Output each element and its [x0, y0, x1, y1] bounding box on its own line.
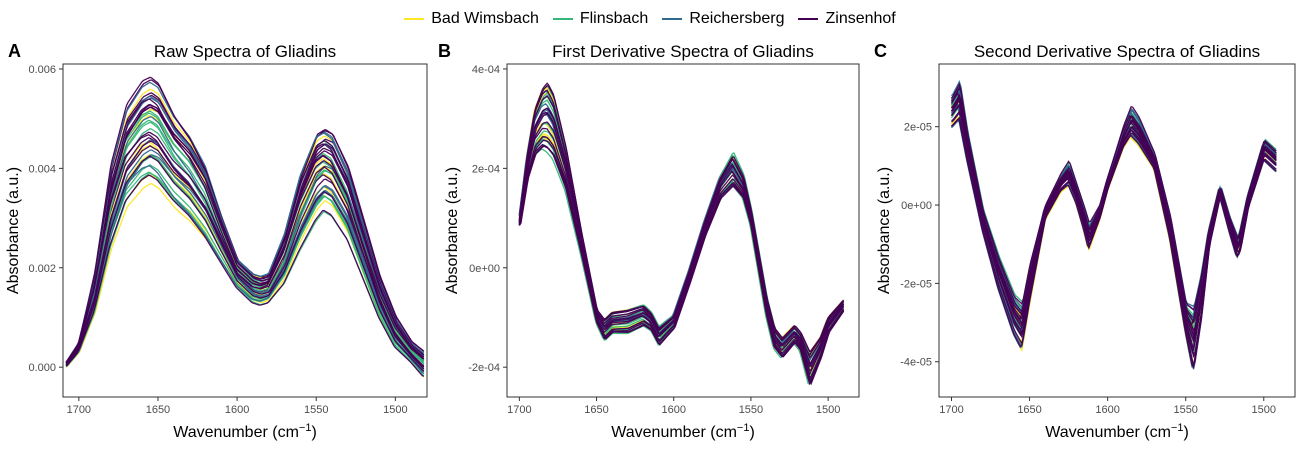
y-tick-label: -2e-05 — [900, 278, 932, 290]
series-lines — [65, 76, 425, 378]
x-tick-label: 1600 — [1095, 404, 1119, 416]
x-tick-label: 1500 — [1252, 404, 1276, 416]
series-line-zinsenhof — [950, 103, 1277, 349]
y-tick-label: 2e-04 — [472, 163, 500, 175]
series-line-zinsenhof — [518, 84, 845, 353]
y-axis-label: Absorbance (a.u.) — [444, 167, 461, 294]
series-line-flinsbach — [518, 86, 845, 353]
series-line-zinsenhof — [65, 79, 425, 364]
x-axis-label: Wavenumber (cm−1) — [611, 422, 755, 441]
x-axis-label: Wavenumber (cm−1) — [1045, 422, 1189, 441]
series-line-zinsenhof — [518, 94, 845, 359]
series-line-zinsenhof — [65, 174, 425, 377]
chart-title: Raw Spectra of Gliadins — [154, 42, 336, 61]
series-line-zinsenhof — [65, 155, 425, 373]
series-line-zinsenhof — [518, 145, 845, 384]
y-tick-label: -2e-04 — [468, 362, 500, 374]
series-line-reichersberg — [518, 102, 844, 363]
plot-frame — [62, 63, 428, 398]
y-tick-label: 2e-05 — [904, 122, 932, 134]
y-tick-label: 0.004 — [28, 163, 56, 175]
y-tick-label: 0.002 — [28, 263, 56, 275]
series-line-zinsenhof — [518, 107, 845, 365]
x-tick-label: 1550 — [1173, 404, 1197, 416]
legend-item: Reichersberg — [662, 10, 784, 28]
panel-label: B — [438, 41, 451, 61]
series-line-bad-wimsbach — [518, 85, 844, 354]
y-tick-label: -4e-05 — [900, 357, 932, 369]
series-line-zinsenhof — [518, 143, 845, 386]
series-line-zinsenhof — [951, 110, 1277, 356]
x-tick-label: 1650 — [1017, 404, 1041, 416]
y-tick-label: 0.006 — [28, 64, 56, 76]
x-tick-label: 1700 — [939, 404, 963, 416]
plot-frame — [506, 63, 860, 398]
series-line-reichersberg — [518, 90, 844, 356]
series-line-reichersberg — [65, 116, 425, 365]
series-line-flinsbach — [518, 92, 845, 357]
x-tick-label: 1550 — [304, 404, 328, 416]
series-line-zinsenhof — [65, 106, 425, 364]
x-axis-label: Wavenumber (cm−1) — [173, 422, 317, 441]
series-line-reichersberg — [65, 81, 425, 363]
series-line-zinsenhof — [951, 116, 1277, 369]
chart-panel-a: A Raw Spectra of Gliadins 1700 1650 1600 1550… — [5, 41, 428, 441]
series-lines — [518, 82, 845, 386]
panel-label: C — [874, 41, 887, 61]
legend-label: Reichersberg — [689, 10, 785, 27]
legend-label: Bad Wimsbach — [431, 10, 539, 27]
series-line-zinsenhof — [518, 127, 845, 376]
legend-key — [798, 18, 819, 20]
legend-item: Flinsbach — [552, 10, 649, 28]
series-line-reichersberg — [65, 149, 425, 370]
legend-item: Zinsenhof — [798, 10, 896, 28]
series-line-zinsenhof — [518, 89, 845, 357]
series-line-zinsenhof — [65, 134, 425, 367]
y-axis-label: Absorbance (a.u.) — [876, 167, 893, 294]
x-tick-label: 1600 — [661, 404, 685, 416]
y-tick-label: 0e+00 — [901, 200, 932, 212]
legend-label: Flinsbach — [579, 10, 649, 27]
y-axis-label: Absorbance (a.u.) — [5, 167, 22, 294]
series-line-bad-wimsbach — [951, 116, 1277, 369]
legend-key — [404, 18, 425, 20]
x-tick-label: 1700 — [507, 404, 531, 416]
plot-frame — [938, 63, 1296, 398]
legend-item: Bad Wimsbach — [404, 10, 539, 28]
panel-label: A — [8, 41, 21, 61]
series-line-zinsenhof — [65, 140, 425, 368]
series-lines — [950, 80, 1277, 370]
series-line-bad-wimsbach — [518, 87, 844, 355]
x-tick-label: 1650 — [584, 404, 608, 416]
series-line-zinsenhof — [951, 111, 1277, 359]
series-line-bad-wimsbach — [950, 115, 1277, 368]
series-line-zinsenhof — [518, 82, 845, 353]
series-line-flinsbach — [518, 95, 845, 360]
y-tick-label: 0e+00 — [469, 263, 500, 275]
legend: Bad Wimsbach Flinsbach Reichersberg Zinsenh… — [0, 8, 1300, 30]
series-line-flinsbach — [65, 110, 425, 364]
series-line-flinsbach — [950, 107, 1277, 354]
chart-title: First Derivative Spectra of Gliadins — [552, 42, 814, 61]
x-tick-label: 1550 — [739, 404, 763, 416]
x-tick-label: 1700 — [67, 404, 91, 416]
x-tick-label: 1500 — [816, 404, 840, 416]
chart-title: Second Derivative Spectra of Gliadins — [974, 42, 1260, 61]
y-tick-label: 4e-04 — [472, 64, 500, 76]
x-tick-label: 1500 — [383, 404, 407, 416]
series-line-bad-wimsbach — [518, 91, 845, 357]
x-tick-label: 1600 — [225, 404, 249, 416]
series-line-zinsenhof — [518, 107, 845, 364]
chart-panel-c: C Second Derivative Spectra of Gliadins 17… — [874, 41, 1296, 441]
legend-label: Zinsenhof — [825, 10, 896, 27]
series-line-flinsbach — [518, 99, 845, 361]
legend-key — [552, 18, 573, 20]
y-tick-label: 0.000 — [28, 362, 56, 374]
legend-key — [662, 18, 683, 20]
chart-panel-b: B First Derivative Spectra of Gliadins 170… — [438, 41, 860, 441]
x-tick-label: 1650 — [146, 404, 170, 416]
